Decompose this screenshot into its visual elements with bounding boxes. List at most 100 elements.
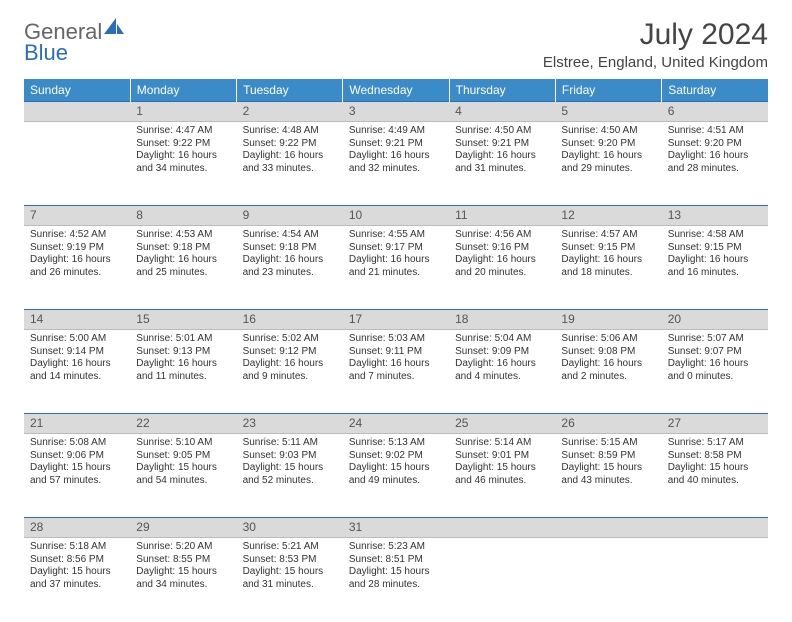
sunset-text: Sunset: 9:06 PM [30,450,124,463]
day-content-cell: Sunrise: 5:15 AMSunset: 8:59 PMDaylight:… [555,434,661,518]
sunset-text: Sunset: 8:55 PM [136,554,230,567]
day-content-cell: Sunrise: 4:48 AMSunset: 9:22 PMDaylight:… [237,122,343,206]
day1-text: Daylight: 16 hours [455,358,549,371]
sunset-text: Sunset: 9:05 PM [136,450,230,463]
sunrise-text: Sunrise: 5:14 AM [455,437,549,450]
day-number-cell: 6 [662,102,768,122]
sunset-text: Sunset: 9:21 PM [349,138,443,151]
day-content-cell: Sunrise: 5:23 AMSunset: 8:51 PMDaylight:… [343,538,449,622]
day1-text: Daylight: 16 hours [349,254,443,267]
day1-text: Daylight: 16 hours [243,150,337,163]
logo-sail-icon [104,18,126,36]
day2-text: and 0 minutes. [668,371,762,384]
day-content-row: Sunrise: 5:00 AMSunset: 9:14 PMDaylight:… [24,330,768,414]
day-content-cell: Sunrise: 5:14 AMSunset: 9:01 PMDaylight:… [449,434,555,518]
sunrise-text: Sunrise: 4:54 AM [243,229,337,242]
day2-text: and 32 minutes. [349,163,443,176]
day2-text: and 26 minutes. [30,267,124,280]
day1-text: Daylight: 16 hours [30,254,124,267]
header: General July 2024 Elstree, England, Unit… [24,18,768,71]
day-content-cell: Sunrise: 4:52 AMSunset: 9:19 PMDaylight:… [24,226,130,310]
day1-text: Daylight: 15 hours [30,462,124,475]
day-content-row: Sunrise: 5:18 AMSunset: 8:56 PMDaylight:… [24,538,768,622]
day-content-cell [449,538,555,622]
sunset-text: Sunset: 8:59 PM [561,450,655,463]
sunrise-text: Sunrise: 4:50 AM [455,125,549,138]
day2-text: and 29 minutes. [561,163,655,176]
day-header: Thursday [449,79,555,102]
sunrise-text: Sunrise: 5:15 AM [561,437,655,450]
day-content-cell [555,538,661,622]
day1-text: Daylight: 15 hours [668,462,762,475]
day-number-cell: 31 [343,518,449,538]
sunset-text: Sunset: 9:20 PM [668,138,762,151]
day-number-row: 21222324252627 [24,414,768,434]
title-block: July 2024 Elstree, England, United Kingd… [543,18,768,71]
day-number-row: 123456 [24,102,768,122]
day-content-cell: Sunrise: 4:58 AMSunset: 9:15 PMDaylight:… [662,226,768,310]
day-number-cell: 15 [130,310,236,330]
day1-text: Daylight: 16 hours [243,358,337,371]
day2-text: and 14 minutes. [30,371,124,384]
brand-part2: Blue [24,40,68,66]
day-content-cell: Sunrise: 4:56 AMSunset: 9:16 PMDaylight:… [449,226,555,310]
day-header: Monday [130,79,236,102]
sunset-text: Sunset: 9:01 PM [455,450,549,463]
day2-text: and 11 minutes. [136,371,230,384]
sunset-text: Sunset: 9:17 PM [349,242,443,255]
day1-text: Daylight: 16 hours [243,254,337,267]
day2-text: and 37 minutes. [30,579,124,592]
day2-text: and 23 minutes. [243,267,337,280]
sunrise-text: Sunrise: 5:00 AM [30,333,124,346]
sunset-text: Sunset: 9:21 PM [455,138,549,151]
day-content-cell: Sunrise: 5:03 AMSunset: 9:11 PMDaylight:… [343,330,449,414]
day-content-cell: Sunrise: 4:49 AMSunset: 9:21 PMDaylight:… [343,122,449,206]
day-number-cell: 2 [237,102,343,122]
day-number-cell [449,518,555,538]
sunrise-text: Sunrise: 5:10 AM [136,437,230,450]
day-number-cell: 22 [130,414,236,434]
day-content-cell: Sunrise: 4:47 AMSunset: 9:22 PMDaylight:… [130,122,236,206]
day1-text: Daylight: 16 hours [136,254,230,267]
day2-text: and 54 minutes. [136,475,230,488]
sunset-text: Sunset: 9:11 PM [349,346,443,359]
day2-text: and 57 minutes. [30,475,124,488]
sunset-text: Sunset: 9:15 PM [668,242,762,255]
day-content-cell: Sunrise: 4:53 AMSunset: 9:18 PMDaylight:… [130,226,236,310]
day-content-cell: Sunrise: 4:50 AMSunset: 9:21 PMDaylight:… [449,122,555,206]
sunset-text: Sunset: 9:22 PM [243,138,337,151]
sunrise-text: Sunrise: 5:20 AM [136,541,230,554]
day-number-row: 78910111213 [24,206,768,226]
sunset-text: Sunset: 8:58 PM [668,450,762,463]
day-content-cell: Sunrise: 5:08 AMSunset: 9:06 PMDaylight:… [24,434,130,518]
day2-text: and 34 minutes. [136,579,230,592]
day-content-cell: Sunrise: 5:20 AMSunset: 8:55 PMDaylight:… [130,538,236,622]
day-content-cell [24,122,130,206]
day2-text: and 21 minutes. [349,267,443,280]
sunset-text: Sunset: 9:02 PM [349,450,443,463]
day2-text: and 28 minutes. [668,163,762,176]
day-number-cell: 26 [555,414,661,434]
sunrise-text: Sunrise: 5:11 AM [243,437,337,450]
calendar-table: Sunday Monday Tuesday Wednesday Thursday… [24,79,768,622]
sunrise-text: Sunrise: 5:13 AM [349,437,443,450]
day-number-cell: 11 [449,206,555,226]
day-number-cell: 3 [343,102,449,122]
day1-text: Daylight: 15 hours [561,462,655,475]
sunrise-text: Sunrise: 4:57 AM [561,229,655,242]
day-content-cell: Sunrise: 4:54 AMSunset: 9:18 PMDaylight:… [237,226,343,310]
sunset-text: Sunset: 9:18 PM [243,242,337,255]
sunrise-text: Sunrise: 5:03 AM [349,333,443,346]
day-content-cell: Sunrise: 5:01 AMSunset: 9:13 PMDaylight:… [130,330,236,414]
day1-text: Daylight: 15 hours [349,566,443,579]
sunset-text: Sunset: 9:13 PM [136,346,230,359]
sunrise-text: Sunrise: 4:53 AM [136,229,230,242]
day-content-cell: Sunrise: 5:18 AMSunset: 8:56 PMDaylight:… [24,538,130,622]
sunrise-text: Sunrise: 5:23 AM [349,541,443,554]
day-content-row: Sunrise: 4:47 AMSunset: 9:22 PMDaylight:… [24,122,768,206]
day-number-cell: 21 [24,414,130,434]
day2-text: and 28 minutes. [349,579,443,592]
sunrise-text: Sunrise: 4:55 AM [349,229,443,242]
sunrise-text: Sunrise: 4:51 AM [668,125,762,138]
sunset-text: Sunset: 9:20 PM [561,138,655,151]
